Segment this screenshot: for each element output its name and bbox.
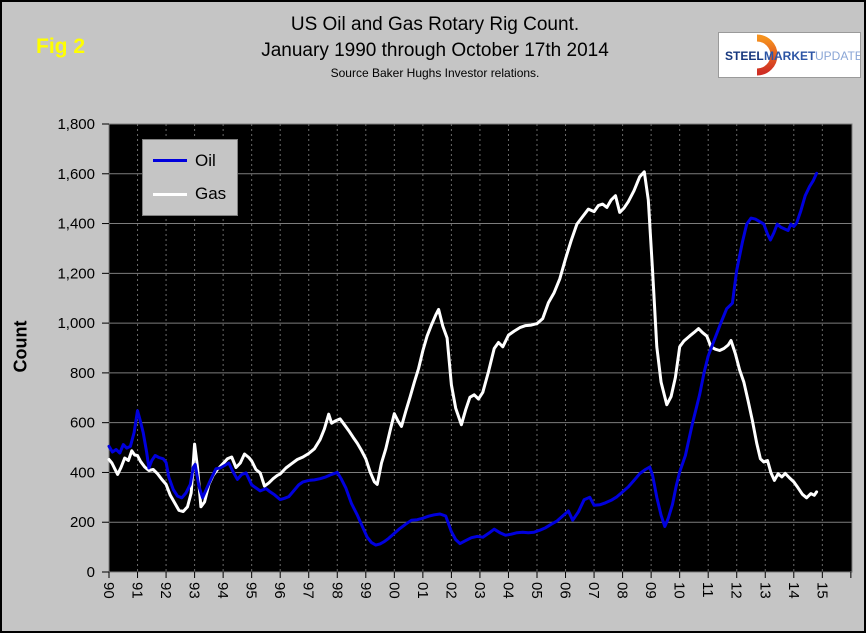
- figure-label: Fig 2: [36, 35, 86, 58]
- steel-market-update-logo: STEEL MARKET UPDATE: [718, 32, 863, 78]
- gas-line-swatch: [153, 192, 187, 196]
- x-tick-label: 01: [414, 582, 431, 599]
- x-tick-label: 93: [186, 582, 203, 599]
- x-tick-label: 94: [214, 582, 231, 599]
- x-tick-label: 08: [614, 582, 631, 599]
- x-tick-label: 97: [300, 582, 317, 599]
- chart-title-line2: January 1990 through October 17th 2014: [261, 40, 609, 61]
- x-tick-label: 12: [728, 582, 745, 599]
- x-tick-label: 14: [785, 582, 802, 599]
- x-tick-label: 02: [442, 582, 459, 599]
- y-tick-label: 800: [70, 365, 95, 382]
- x-tick-label: 99: [357, 582, 374, 599]
- logo-word-steel: STEEL: [725, 49, 764, 63]
- x-tick-label: 91: [129, 582, 146, 599]
- oil-line-swatch: [153, 159, 187, 163]
- x-tick-label: 90: [100, 582, 117, 599]
- x-tick-label: 06: [557, 582, 574, 599]
- x-tick-label: 13: [756, 582, 773, 599]
- y-tick-label: 0: [87, 564, 95, 581]
- x-tick-label: 00: [385, 582, 402, 599]
- x-tick-label: 92: [157, 582, 174, 599]
- x-tick-label: 95: [243, 582, 260, 599]
- y-tick-label: 1,200: [57, 265, 95, 282]
- logo-word-update: UPDATE: [815, 49, 860, 63]
- logo-crescent-icon: [756, 34, 778, 76]
- y-tick-label: 600: [70, 415, 95, 432]
- x-tick-label: 04: [499, 582, 516, 599]
- legend-item-gas: Gas: [153, 184, 237, 204]
- x-tick-label: 05: [528, 582, 545, 599]
- oil-legend-label: Oil: [195, 150, 216, 170]
- x-tick-label: 15: [813, 582, 830, 599]
- logo-word-market: MARKET: [764, 49, 816, 63]
- x-tick-label: 11: [699, 582, 716, 598]
- legend: Oil Gas: [142, 139, 238, 216]
- y-axis-title: Count: [10, 320, 31, 373]
- x-tick-label: 10: [671, 582, 688, 599]
- x-tick-label: 03: [471, 582, 488, 599]
- y-tick-label: 1,000: [57, 315, 95, 332]
- chart-source-note: Source Baker Hughs Investor relations.: [330, 66, 540, 80]
- x-tick-label: 98: [328, 582, 345, 599]
- y-tick-label: 200: [70, 514, 95, 531]
- y-tick-label: 400: [70, 464, 95, 481]
- chart-title-line1: US Oil and Gas Rotary Rig Count.: [290, 14, 580, 35]
- oil-series-line: [107, 171, 819, 547]
- plot-border: [108, 123, 853, 573]
- y-tick-label: 1,400: [57, 216, 95, 233]
- x-tick-label: 96: [271, 582, 288, 599]
- x-tick-label: 07: [585, 582, 602, 599]
- y-tick-label: 1,800: [57, 116, 95, 133]
- legend-item-oil: Oil: [153, 151, 237, 171]
- gas-legend-label: Gas: [195, 184, 227, 204]
- x-tick-label: 09: [642, 582, 659, 599]
- title-block: US Oil and Gas Rotary Rig Count. January…: [2, 12, 864, 82]
- y-tick-label: 1,600: [57, 166, 95, 183]
